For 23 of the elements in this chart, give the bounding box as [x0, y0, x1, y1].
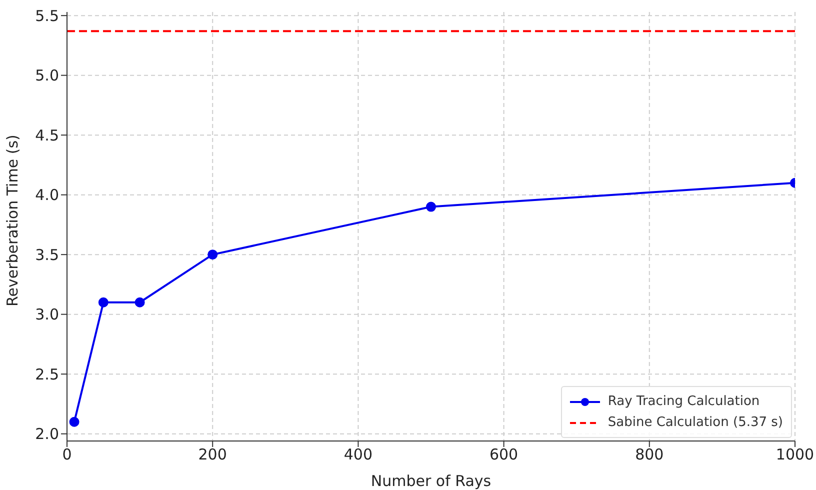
x-tick-label: 600 — [489, 446, 518, 464]
point — [134, 297, 145, 308]
y-tick-label: 3.5 — [35, 246, 59, 264]
y-axis-title: Reverberation Time (s) — [3, 134, 22, 306]
y-tick-label: 2.5 — [35, 365, 59, 384]
y-tick-label: 4.0 — [35, 186, 59, 204]
x-tick-label: 400 — [344, 446, 373, 464]
y-tick-label: 3.0 — [35, 306, 59, 324]
x-tick-label: 800 — [635, 446, 664, 464]
x-tick-label: 0 — [62, 446, 72, 464]
x-tick-label: 200 — [198, 446, 227, 464]
point — [426, 202, 436, 212]
point — [69, 416, 80, 427]
legend-label: Ray Tracing Calculation — [608, 394, 760, 409]
y-tick-label: 4.5 — [35, 126, 59, 144]
point — [98, 297, 108, 308]
x-tick-label: 1000 — [776, 446, 814, 464]
legend-label: Sabine Calculation (5.37 s) — [608, 415, 783, 430]
y-tick-label: 2.0 — [35, 425, 59, 444]
x-axis-title: Number of Rays — [370, 472, 492, 490]
point — [208, 250, 218, 260]
y-tick-label: 5.5 — [35, 6, 59, 25]
y-tick-label: 5.0 — [35, 66, 59, 85]
